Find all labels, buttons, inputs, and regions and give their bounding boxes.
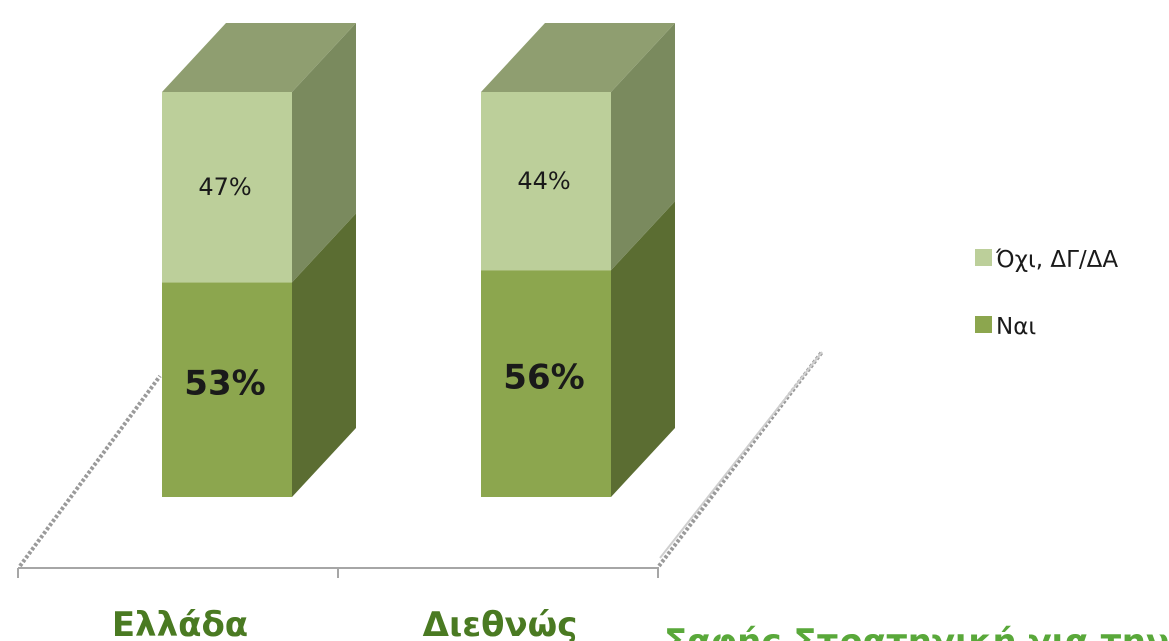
legend-label-no: Όχι, ΔΓ/ΔΑ [995,247,1118,273]
category-label-1: Διεθνώς [423,605,578,641]
bar-1-seg-1-front [481,92,611,271]
bar-0-seg-0-front [162,282,292,497]
floor-right-top-edge [659,351,823,559]
bar-1: 56% 44% [481,23,675,497]
chart-floor [17,350,824,578]
category-label-0: Ελλάδα [112,605,248,641]
bar-1-seg-0-front [481,270,611,497]
bar-0-seg-1-label: 47% [198,173,251,201]
bar-1-seg-0-label: 56% [503,358,584,398]
bar-0-seg-1-side [292,23,356,283]
bar-0-seg-1-front [162,92,292,283]
bar-1-seg-1-side [611,23,675,271]
bar-group: 53% 47% 56% 44% [162,23,675,497]
bar-0-top [162,23,356,92]
legend: Όχι, ΔΓ/ΔΑ Ναι [975,247,1118,340]
bar-0: 53% 47% [162,23,356,497]
legend-swatch-no [975,249,992,266]
category-labels: Ελλάδα Διεθνώς [112,605,578,641]
bar-1-top [481,23,675,92]
floor-back-left-edge [18,374,162,568]
bar-0-seg-0-label: 53% [184,364,265,404]
footer-caption: Σαφής Στρατηγική για την Κ.Ε.Ε. [664,622,1169,641]
bar-0-seg-0-side [292,213,356,497]
bar-1-seg-0-side [611,201,675,497]
legend-label-yes: Ναι [996,314,1036,340]
bar-1-seg-1-label: 44% [517,167,570,195]
legend-swatch-yes [975,316,992,333]
